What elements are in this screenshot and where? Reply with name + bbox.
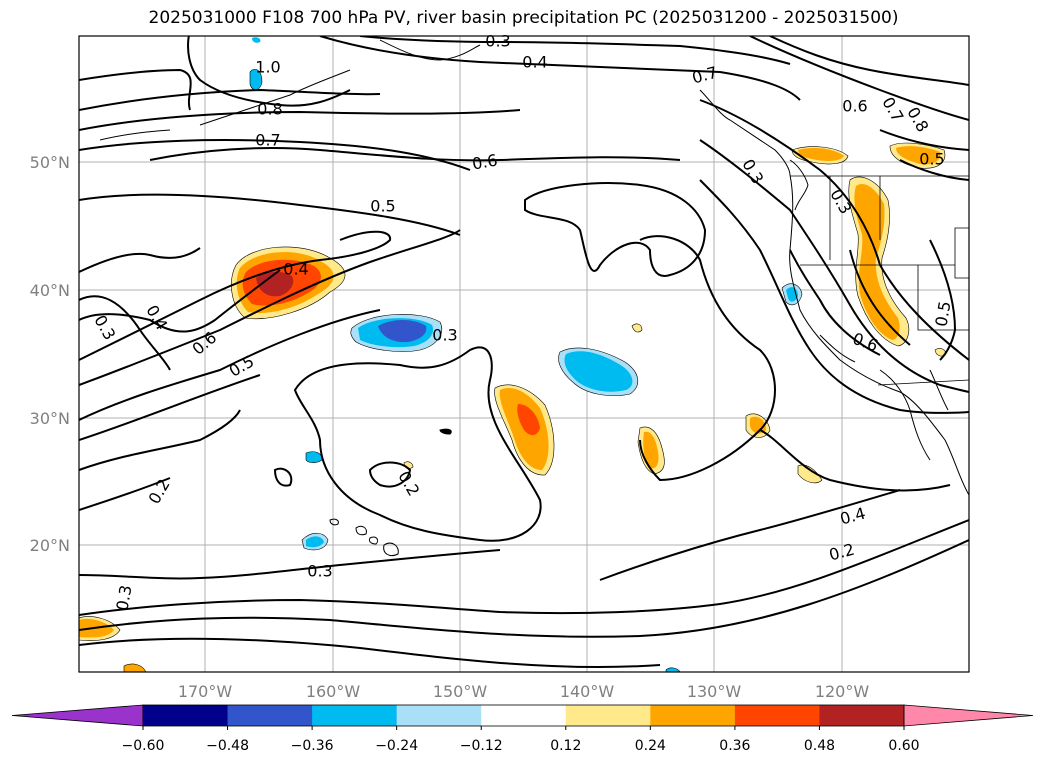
colorbar-tick-label: 0.24 — [635, 738, 666, 754]
contour-label: 0.5 — [919, 150, 944, 169]
colorbar-segment — [565, 705, 651, 726]
colorbar-tick-label: −0.12 — [460, 738, 503, 754]
contour-label: 0.7 — [255, 131, 280, 150]
latitude-label: 20°N — [30, 536, 70, 555]
political-borders — [790, 175, 969, 386]
longitude-label: 170°W — [178, 682, 233, 701]
colorbar-segment — [227, 705, 313, 726]
colorbar-segment — [312, 705, 398, 726]
colorbar-segment — [396, 705, 482, 726]
latitude-label: 40°N — [30, 281, 70, 300]
colorbar-tick-label: −0.60 — [122, 738, 165, 754]
colorbar-tick-label: −0.36 — [291, 738, 334, 754]
contour-label: 0.6 — [471, 150, 499, 173]
colorbar-tick-label: 0.36 — [719, 738, 750, 754]
colorbar-outline — [142, 704, 905, 727]
longitude-label: 130°W — [687, 682, 742, 701]
longitude-label: 140°W — [560, 682, 615, 701]
contour-label: 0.3 — [112, 584, 135, 612]
latitude-label: 30°N — [30, 409, 70, 428]
longitude-label: 160°W — [306, 682, 361, 701]
colorbar-segment — [481, 705, 567, 726]
colorbar-tick-label: −0.48 — [206, 738, 249, 754]
longitude-label: 150°W — [433, 682, 488, 701]
contour-label: 0.5 — [370, 197, 395, 216]
coastlines — [99, 39, 969, 557]
precipitation-shading — [79, 37, 947, 672]
colorbar-segment — [819, 705, 905, 726]
latitude-axis: 50°N 40°N 30°N 20°N — [30, 153, 70, 555]
map-frame — [78, 35, 970, 673]
contour-label: 0.3 — [307, 562, 332, 581]
colorbar-tick-label: 0.12 — [550, 738, 581, 754]
colorbar-tick-label: 0.48 — [804, 738, 835, 754]
contour-label: 0.4 — [283, 260, 308, 279]
contour-label: 0.3 — [432, 326, 457, 345]
colorbar-extend-low — [11, 704, 144, 727]
pv-contours — [79, 36, 969, 669]
contour-label: 0.5 — [931, 300, 954, 328]
contour-label: 0.8 — [257, 100, 282, 119]
contour-label: 0.3 — [485, 32, 510, 51]
colorbar-segment — [734, 705, 820, 726]
contour-label: 0.4 — [522, 53, 547, 72]
longitude-label: 120°W — [815, 682, 870, 701]
map-panel — [79, 36, 969, 672]
colorbar-segment — [143, 705, 229, 726]
contour-label: 0.6 — [842, 97, 867, 116]
colorbar-segment — [650, 705, 736, 726]
colorbar-tick-label: 0.60 — [888, 738, 919, 754]
latitude-label: 50°N — [30, 153, 70, 172]
map-title: 2025031000 F108 700 hPa PV, river basin … — [148, 8, 899, 28]
colorbar-extend-high — [903, 704, 1034, 727]
contour-label: 1.0 — [255, 58, 280, 77]
colorbar-tick-label: −0.24 — [375, 738, 418, 754]
longitude-axis: 170°W 160°W 150°W 140°W 130°W 120°W — [178, 682, 870, 701]
colorbar: −0.60 −0.48 −0.36 −0.24 −0.12 0.12 0.24 0.36 0.4… — [11, 704, 1034, 754]
